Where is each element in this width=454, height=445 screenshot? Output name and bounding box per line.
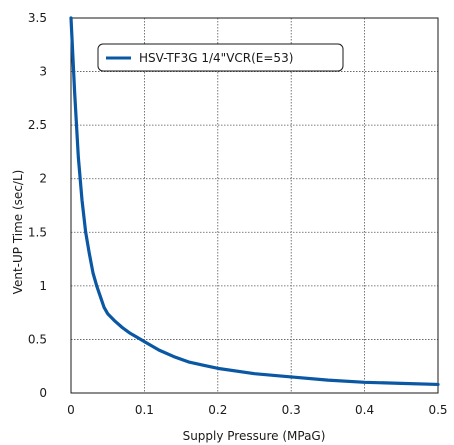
y-tick-label: 1 [39, 279, 47, 293]
legend-label: HSV-TF3G 1/4"VCR(E=53) [139, 51, 293, 65]
plot-frame [70, 17, 439, 394]
x-tick-labels: 0 0.1 0.2 0.3 0.4 0.5 [67, 403, 447, 417]
legend-box [97, 43, 344, 72]
x-tick-label: 0.3 [282, 403, 301, 417]
y-tick-label: 2.5 [28, 118, 47, 132]
y-tick-label: 3 [39, 65, 47, 79]
x-tick-label: 0.2 [208, 403, 227, 417]
y-tick-label: 1.5 [28, 225, 47, 239]
y-tick-label: 3.5 [28, 11, 47, 25]
y-tick-label: 0 [39, 386, 47, 400]
y-tick-labels: 0 0.5 1 1.5 2 2.5 3 3.5 [28, 11, 47, 400]
x-tick-label: 0.1 [135, 403, 154, 417]
grid [71, 18, 438, 393]
x-tick-label: 0 [67, 403, 75, 417]
y-tick-label: 2 [39, 172, 47, 186]
x-axis-title: Supply Pressure (MPaG) [183, 429, 326, 443]
legend: HSV-TF3G 1/4"VCR(E=53) [97, 43, 344, 72]
series-line [69, 16, 440, 387]
x-tick-label: 0.5 [428, 403, 447, 417]
y-tick-label: 0.5 [28, 332, 47, 346]
x-tick-label: 0.4 [355, 403, 374, 417]
y-axis-title: Vent-UP Time (sec/L) [11, 170, 25, 295]
